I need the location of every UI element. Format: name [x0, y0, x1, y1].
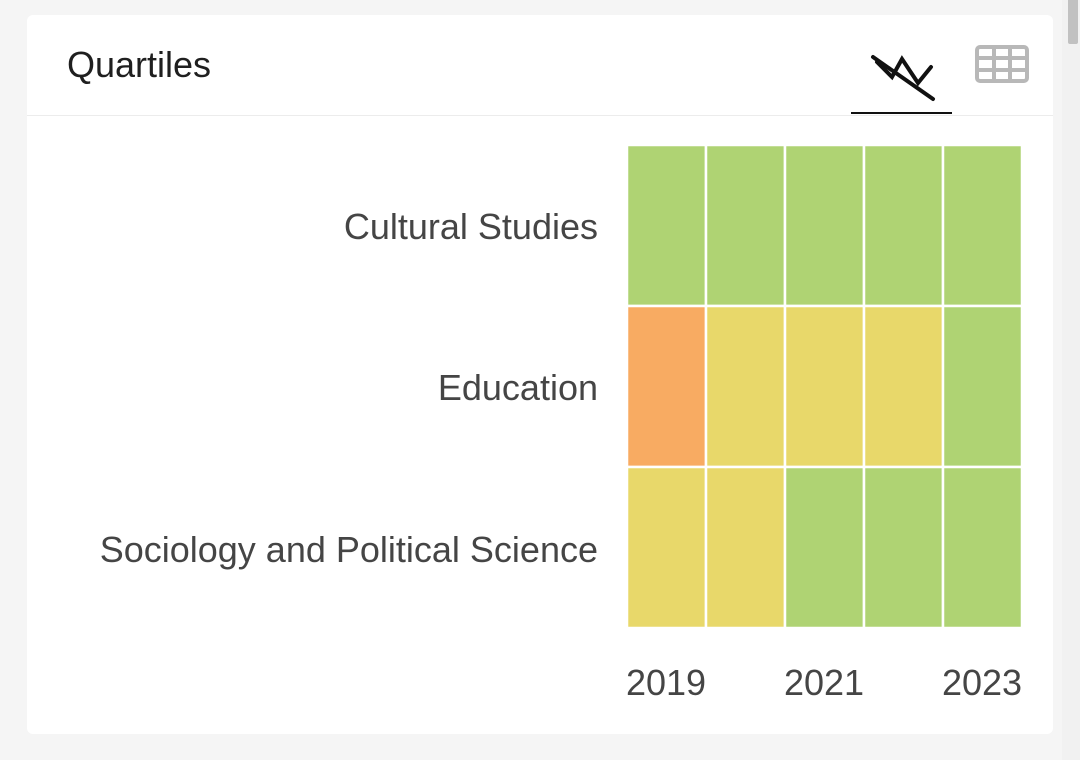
x-tick-2021: 2021 — [783, 662, 865, 703]
heatmap-cell-3-2020[interactable] — [704, 465, 787, 630]
quartiles-card: Quartiles Cultural Studies Education Soc… — [27, 15, 1053, 734]
heatmap-cell-1-2021[interactable] — [783, 143, 866, 308]
tab-chart-view[interactable] — [851, 27, 952, 113]
card-title: Quartiles — [67, 44, 212, 85]
card-header: Quartiles — [27, 15, 1053, 116]
x-tick-2023: 2023 — [941, 662, 1023, 703]
active-tab-underline — [851, 112, 952, 114]
heatmap-cell-2-2023[interactable] — [941, 304, 1024, 469]
heatmap-cell-3-2019[interactable] — [625, 465, 708, 630]
heatmap-chart: Cultural Studies Education Sociology and… — [27, 15, 1053, 739]
heatmap-cell-3-2021[interactable] — [783, 465, 866, 630]
trend-chart-icon — [871, 55, 935, 101]
tab-table-view[interactable] — [965, 27, 1035, 113]
heatmap-cell-2-2022[interactable] — [862, 304, 945, 469]
row-label-education: Education — [437, 367, 598, 408]
scrollbar-thumb[interactable] — [1068, 0, 1078, 44]
scrollbar-track[interactable] — [1062, 0, 1080, 760]
table-grid-icon — [975, 45, 1029, 83]
heatmap-cell-1-2019[interactable] — [625, 143, 708, 308]
heatmap-cell-2-2020[interactable] — [704, 304, 787, 469]
heatmap-svg — [625, 143, 1024, 630]
row-label-cultural-studies: Cultural Studies — [343, 206, 598, 247]
heatmap-cell-3-2022[interactable] — [862, 465, 945, 630]
row-label-sociology: Sociology and Political Science — [99, 529, 598, 570]
x-tick-2019: 2019 — [625, 662, 707, 703]
heatmap-cell-1-2023[interactable] — [941, 143, 1024, 308]
heatmap-cell-3-2023[interactable] — [941, 465, 1024, 630]
heatmap-cell-1-2022[interactable] — [862, 143, 945, 308]
heatmap-cell-1-2020[interactable] — [704, 143, 787, 308]
heatmap-cell-2-2021[interactable] — [783, 304, 866, 469]
heatmap-cell-2-2019[interactable] — [625, 304, 708, 469]
